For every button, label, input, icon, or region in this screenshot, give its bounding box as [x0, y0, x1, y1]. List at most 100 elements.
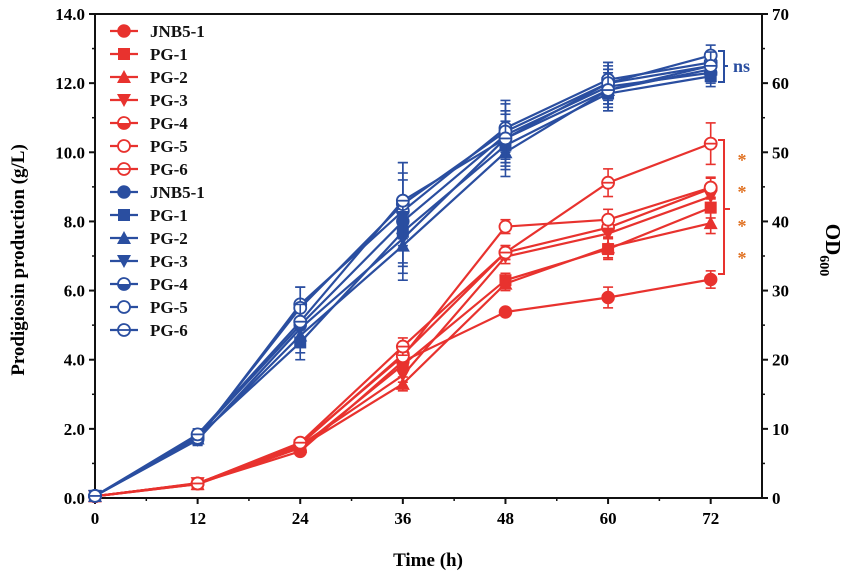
data-point — [703, 272, 718, 287]
data-point — [601, 290, 615, 305]
x-tick-label: 36 — [394, 509, 411, 528]
legend-label: PG-6 — [150, 321, 188, 340]
legend-item: PG-4 — [110, 114, 188, 133]
y-right-tick-label: 30 — [772, 282, 789, 301]
legend-marker — [117, 255, 131, 268]
legend-item: PG-1 — [110, 206, 188, 225]
y-left-tick-label: 0.0 — [64, 489, 85, 508]
y-right-tick-label: 50 — [772, 143, 789, 162]
marker-shape — [601, 212, 615, 227]
legend-label: PG-4 — [150, 114, 188, 133]
x-tick-label: 12 — [189, 509, 206, 528]
y-left-tick-label: 4.0 — [64, 351, 85, 370]
marker-shape — [498, 305, 513, 319]
legend-label: PG-3 — [150, 252, 188, 271]
legend-label: PG-1 — [150, 45, 188, 64]
data-point — [703, 180, 718, 195]
legend-marker — [117, 24, 131, 38]
series-pg-6 — [88, 51, 718, 503]
legend-label: PG-2 — [150, 68, 188, 87]
data-point — [601, 212, 615, 227]
significance-star: * — [738, 216, 747, 236]
data-point — [601, 83, 615, 97]
y-axis-right-label: OD600 — [816, 224, 845, 277]
legend-marker — [117, 231, 131, 244]
legend-label: PG-1 — [150, 206, 188, 225]
legend-marker — [117, 94, 131, 107]
legend-label: PG-5 — [150, 137, 188, 156]
y-right-tick-label: 40 — [772, 212, 789, 231]
x-tick-label: 72 — [702, 509, 719, 528]
data-point — [601, 240, 616, 254]
marker-shape — [117, 185, 131, 199]
legend-item: PG-6 — [110, 160, 188, 179]
legend: JNB5-1 PG-1 PG-2 PG-3 PG-4 PG-5 PG-6 JNB5-1 PG-1… — [110, 22, 205, 340]
y-right-tick-label: 20 — [772, 351, 789, 370]
y-right-tick-label: 10 — [772, 420, 789, 439]
legend-item: JNB5-1 — [110, 183, 205, 202]
y-left-tick-label: 8.0 — [64, 212, 85, 231]
data-point — [498, 245, 513, 260]
y-left-tick-label: 10.0 — [55, 143, 85, 162]
data-point — [601, 175, 615, 190]
legend-item: PG-1 — [110, 45, 188, 64]
legend-marker — [117, 162, 131, 176]
legend-label: PG-3 — [150, 91, 188, 110]
legend-item: PG-5 — [110, 137, 188, 156]
series-pg-6 — [88, 122, 718, 504]
y-right-tick-label: 60 — [772, 74, 789, 93]
data-point — [498, 131, 513, 146]
data-point — [293, 314, 308, 329]
data-point — [395, 193, 410, 208]
marker-fill — [118, 284, 130, 290]
legend-item: PG-2 — [110, 68, 188, 87]
y-axis-left-label: Prodigiosin production (g/L) — [8, 144, 29, 376]
legend-marker — [117, 300, 131, 314]
marker-shape — [498, 219, 513, 234]
marker-shape — [395, 376, 410, 390]
y-axis-right-label-main: OD — [821, 224, 845, 256]
marker-shape — [117, 94, 131, 107]
x-tick-label: 48 — [497, 509, 514, 528]
legend-label: PG-6 — [150, 160, 188, 179]
axes-layer: 0 12 24 36 48 60 72 0.0 2.0 4.0 6.0 8.0 10.0 12.0 14.0… — [55, 5, 789, 528]
significance-star: * — [738, 248, 747, 268]
legend-item: PG-3 — [110, 252, 188, 271]
legend-label: PG-5 — [150, 298, 188, 317]
legend-marker — [118, 48, 130, 60]
marker-shape — [117, 139, 131, 153]
legend-marker — [117, 70, 131, 83]
legend-marker — [117, 323, 131, 337]
data-point — [190, 476, 205, 491]
y-right-tick-label: 0 — [772, 489, 781, 508]
data-point — [703, 136, 718, 151]
legend-label: JNB5-1 — [150, 22, 205, 41]
legend-item: PG-4 — [110, 275, 188, 294]
data-point — [190, 427, 205, 442]
y-right-tick-label: 70 — [772, 5, 789, 24]
production-series — [88, 122, 718, 504]
marker-shape — [601, 290, 615, 305]
marker-shape — [703, 180, 718, 195]
legend-marker — [117, 139, 131, 153]
y-left-tick-label: 2.0 — [64, 420, 85, 439]
marker-shape — [117, 255, 131, 268]
marker-shape — [703, 216, 718, 230]
data-point — [703, 216, 718, 230]
legend-marker — [117, 116, 131, 130]
series-layer — [88, 44, 718, 504]
marker-shape — [117, 24, 131, 38]
legend-marker — [117, 277, 131, 291]
data-point — [498, 276, 513, 290]
legend-label: PG-2 — [150, 229, 188, 248]
legend-label: PG-4 — [150, 275, 188, 294]
legend-item: JNB5-1 — [110, 22, 205, 41]
ns-label: ns — [733, 56, 750, 76]
x-tick-label: 0 — [91, 509, 100, 528]
marker-fill — [118, 123, 130, 129]
y-axis-right-label-sub: 600 — [816, 255, 831, 276]
legend-item: PG-6 — [110, 321, 188, 340]
x-tick-label: 24 — [292, 509, 310, 528]
data-point — [88, 489, 102, 503]
